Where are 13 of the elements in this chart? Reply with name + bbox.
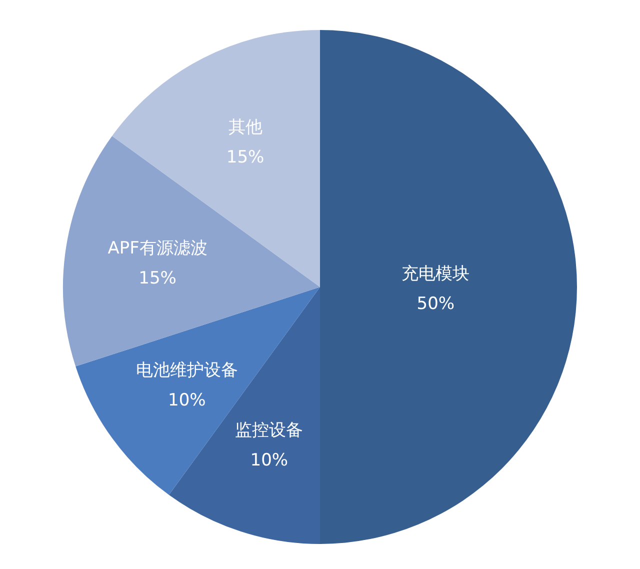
data-label: 15% [138,268,176,288]
data-label: 15% [226,147,264,168]
pie-slice [76,287,320,495]
data-label: 10% [168,390,206,411]
data-label: 50% [416,294,455,314]
slice-label: 充电模块 [402,264,470,284]
pie-slice [168,287,320,544]
slice-label: 其他 [228,117,262,138]
slice-label: 监控设备 [235,420,304,440]
data-label: 10% [250,450,288,470]
slice-label: 电池维护设备 [136,360,238,381]
slice-label: APF有源滤波 [108,238,208,258]
pie-slice [320,30,577,544]
